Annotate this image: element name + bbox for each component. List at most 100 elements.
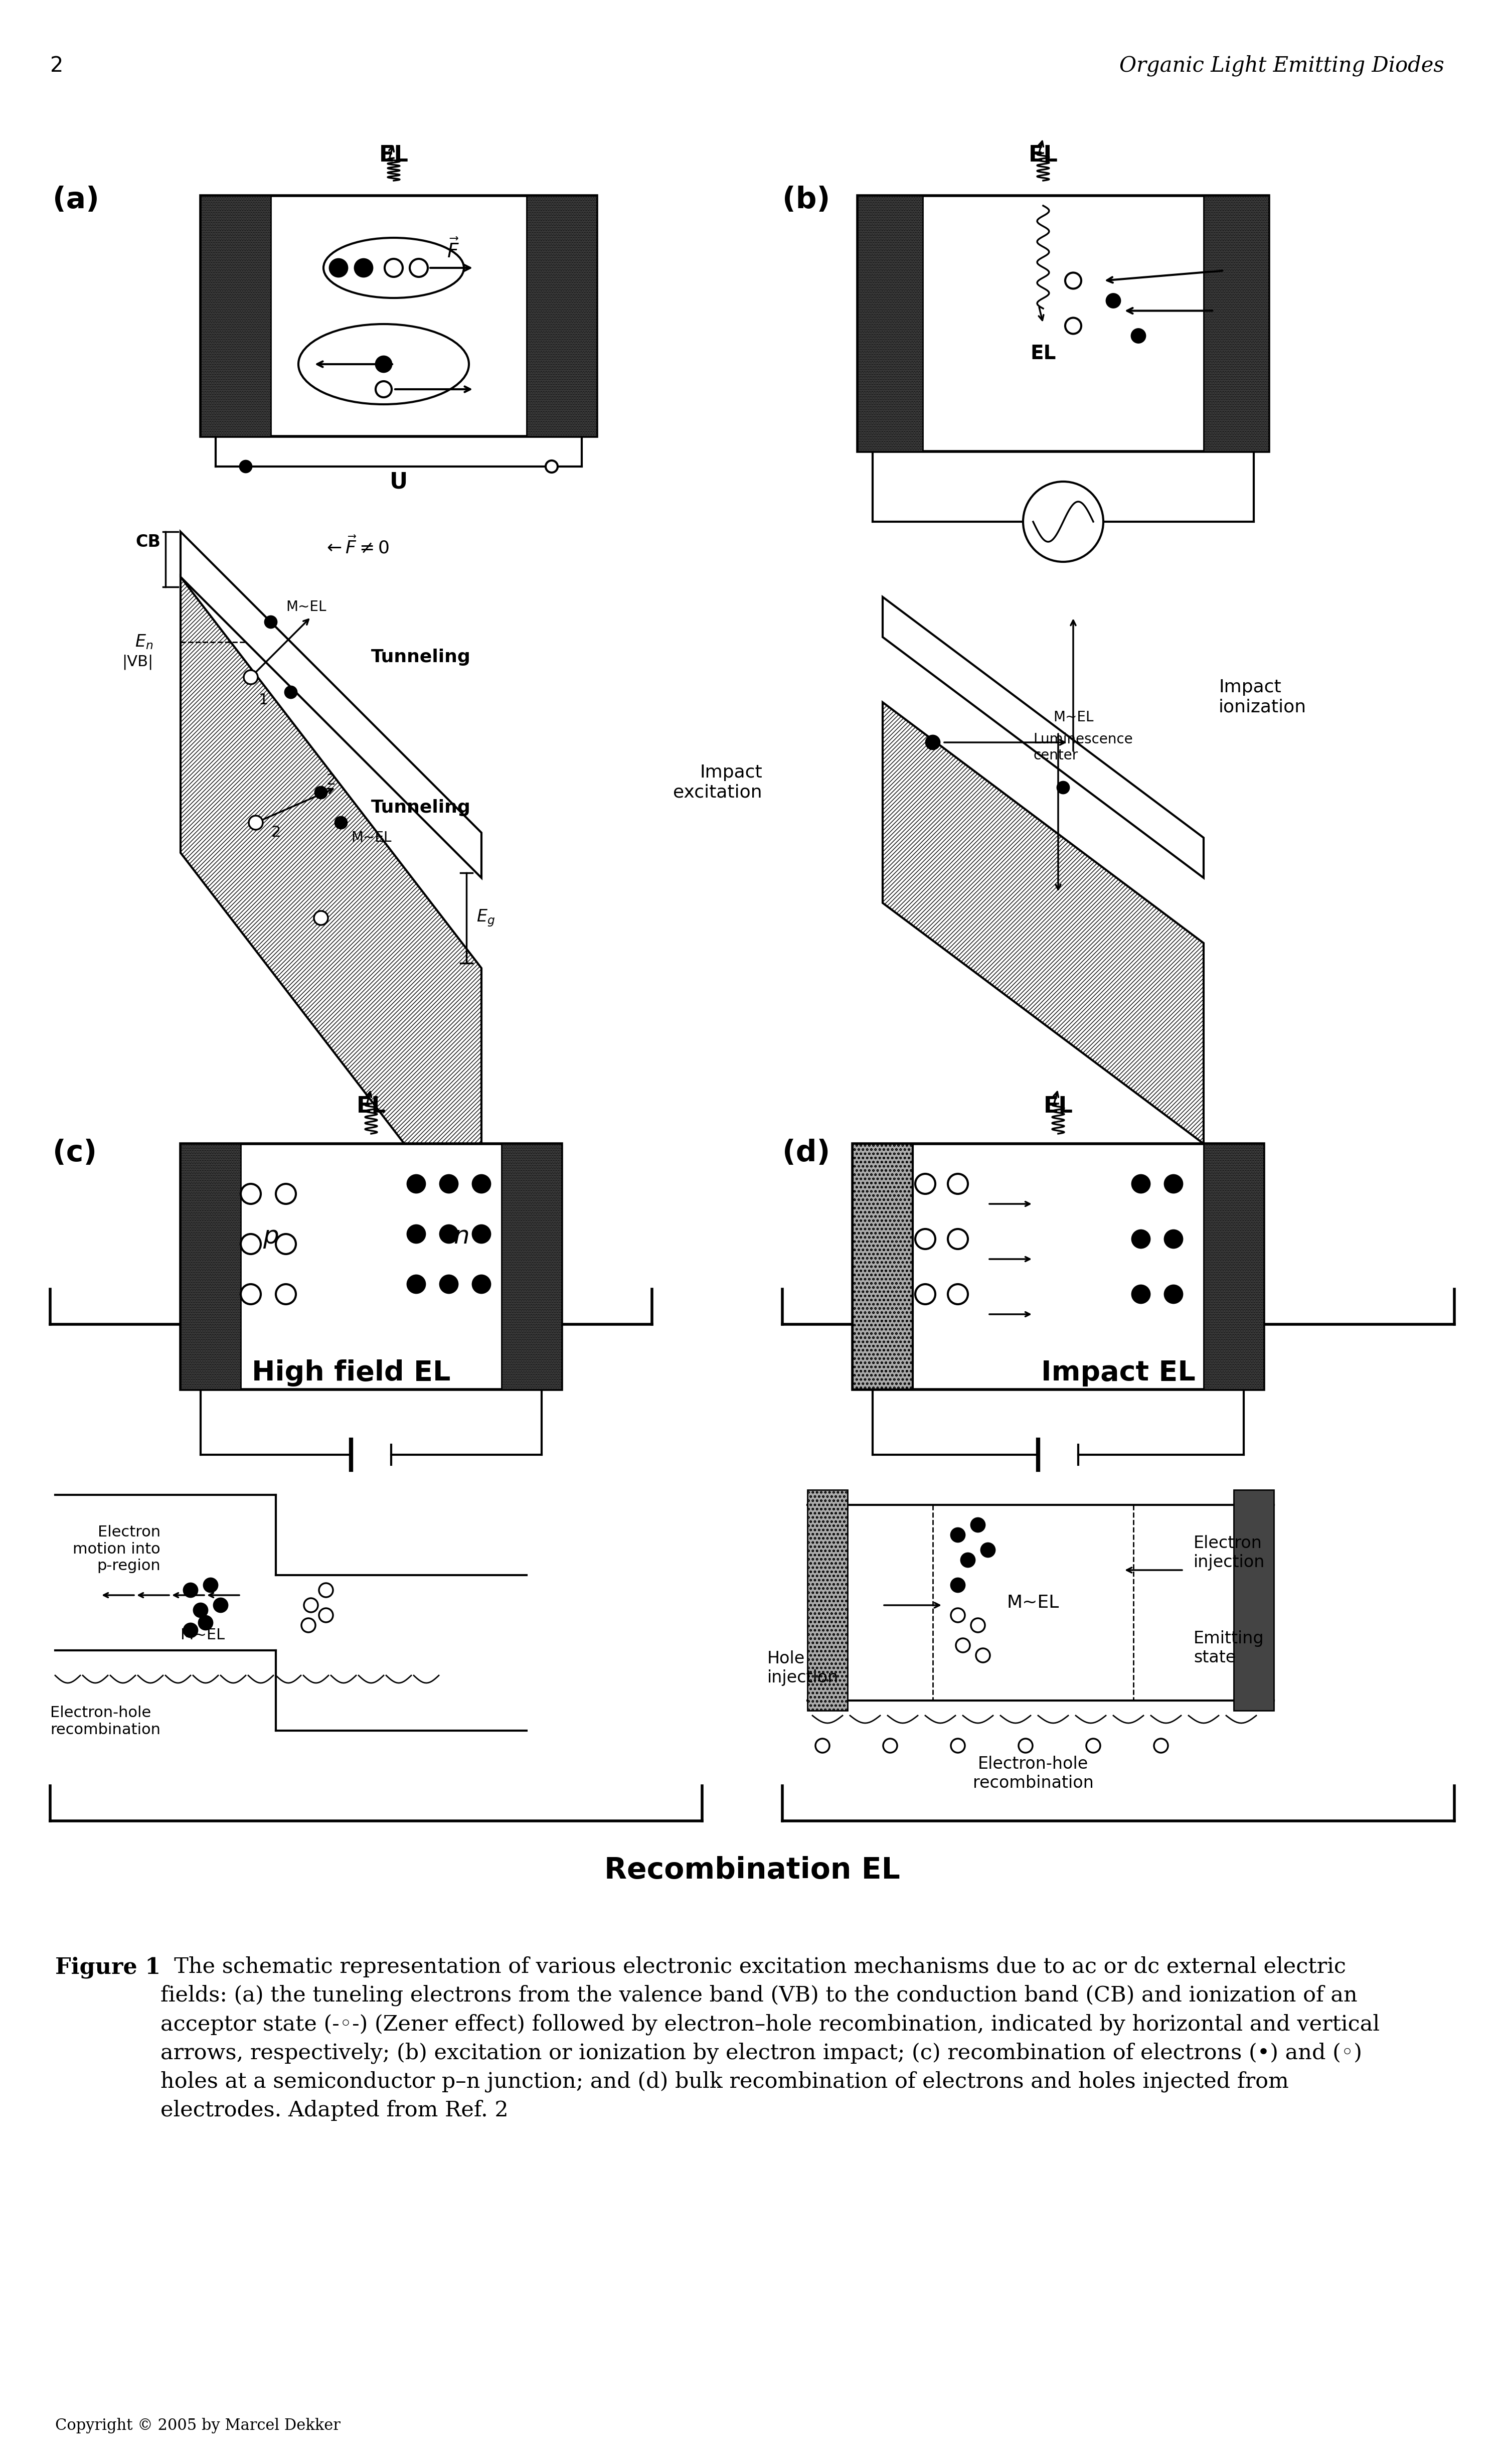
Circle shape (975, 1648, 990, 1663)
Circle shape (472, 1276, 490, 1294)
Circle shape (203, 1577, 218, 1592)
Bar (858, 195, 1269, 451)
Circle shape (1132, 1175, 1150, 1193)
Circle shape (319, 1609, 334, 1621)
Circle shape (314, 912, 328, 924)
Text: EL: EL (1028, 145, 1058, 165)
Circle shape (1132, 1286, 1150, 1303)
Circle shape (410, 259, 428, 276)
Polygon shape (882, 702, 1204, 1143)
Text: M~EL: M~EL (1054, 710, 1094, 724)
Bar (858, 195, 923, 451)
Circle shape (440, 1276, 458, 1294)
Circle shape (948, 1230, 968, 1249)
Circle shape (243, 670, 259, 685)
Bar (502, 1143, 562, 1390)
Text: Impact
excitation: Impact excitation (673, 764, 762, 801)
Circle shape (1132, 1230, 1150, 1249)
Circle shape (1024, 480, 1103, 562)
Text: $\vec{F}$: $\vec{F}$ (446, 239, 458, 261)
Circle shape (472, 1175, 490, 1193)
Circle shape (951, 1577, 965, 1592)
Circle shape (1154, 1740, 1168, 1752)
Text: High field EL: High field EL (251, 1360, 451, 1387)
Text: Recombination EL: Recombination EL (604, 1855, 900, 1885)
Text: Tunneling: Tunneling (371, 798, 470, 816)
Circle shape (1019, 1740, 1033, 1752)
Circle shape (915, 1230, 935, 1249)
Bar (200, 195, 597, 436)
Circle shape (1165, 1175, 1183, 1193)
Circle shape (335, 816, 347, 828)
Circle shape (248, 816, 263, 830)
Circle shape (472, 1225, 490, 1242)
Circle shape (981, 1542, 995, 1557)
Circle shape (407, 1225, 425, 1242)
Circle shape (1066, 274, 1081, 288)
Text: (d): (d) (783, 1138, 830, 1168)
Text: U: U (389, 471, 407, 493)
Circle shape (319, 1584, 334, 1597)
Circle shape (1132, 328, 1145, 342)
Circle shape (316, 786, 328, 798)
Ellipse shape (299, 325, 469, 404)
Text: M~EL: M~EL (352, 830, 391, 845)
Circle shape (816, 1740, 830, 1752)
Circle shape (971, 1518, 984, 1533)
Circle shape (329, 259, 347, 276)
Text: 2: 2 (326, 774, 335, 788)
Text: Figure 1: Figure 1 (56, 1956, 161, 1979)
Circle shape (440, 1225, 458, 1242)
Circle shape (951, 1740, 965, 1752)
Text: (c): (c) (53, 1138, 96, 1168)
Circle shape (198, 1616, 212, 1629)
Text: Luminescence
center: Luminescence center (1033, 732, 1133, 761)
Text: $\leftarrow \vec{F}\neq 0$: $\leftarrow \vec{F}\neq 0$ (323, 537, 389, 557)
Bar (180, 1143, 240, 1390)
Text: p: p (263, 1225, 278, 1249)
Text: 2: 2 (50, 54, 63, 76)
Circle shape (915, 1173, 935, 1195)
Bar (200, 195, 271, 436)
Text: CB: CB (135, 535, 161, 549)
Circle shape (183, 1584, 197, 1597)
Bar (526, 195, 597, 436)
Circle shape (240, 1183, 262, 1205)
Text: Emitting
state: Emitting state (1193, 1631, 1264, 1666)
Circle shape (948, 1173, 968, 1195)
Circle shape (407, 1276, 425, 1294)
Polygon shape (180, 577, 481, 1244)
Circle shape (956, 1639, 969, 1653)
Circle shape (1165, 1230, 1183, 1249)
Circle shape (960, 1552, 975, 1567)
Circle shape (277, 1183, 296, 1205)
Text: EL: EL (1030, 345, 1057, 362)
Polygon shape (882, 596, 1204, 877)
Bar (1204, 1143, 1264, 1390)
Text: M~EL: M~EL (286, 599, 326, 614)
Bar (180, 1143, 562, 1390)
Polygon shape (180, 532, 481, 877)
Circle shape (884, 1740, 897, 1752)
Text: M~EL: M~EL (1007, 1594, 1060, 1611)
Text: $E_g$: $E_g$ (476, 909, 494, 929)
Text: EL: EL (379, 145, 409, 165)
Circle shape (183, 1624, 197, 1636)
Text: Copyright © 2005 by Marcel Dekker: Copyright © 2005 by Marcel Dekker (56, 2417, 341, 2434)
Text: Hole
injection: Hole injection (768, 1651, 839, 1685)
Circle shape (951, 1528, 965, 1542)
Circle shape (355, 259, 373, 276)
Text: Electron
motion into
p-region: Electron motion into p-region (74, 1525, 161, 1572)
Circle shape (1087, 1740, 1100, 1752)
Circle shape (1165, 1286, 1183, 1303)
Ellipse shape (323, 237, 464, 298)
Bar (852, 1143, 912, 1390)
Text: 1: 1 (259, 692, 268, 707)
Circle shape (376, 382, 392, 397)
Circle shape (1106, 293, 1120, 308)
Text: EL: EL (356, 1096, 386, 1116)
Circle shape (239, 461, 253, 473)
Text: Organic Light Emitting Diodes: Organic Light Emitting Diodes (1120, 54, 1444, 76)
Text: M~EL: M~EL (180, 1629, 225, 1643)
Text: Impact EL: Impact EL (1042, 1360, 1195, 1387)
